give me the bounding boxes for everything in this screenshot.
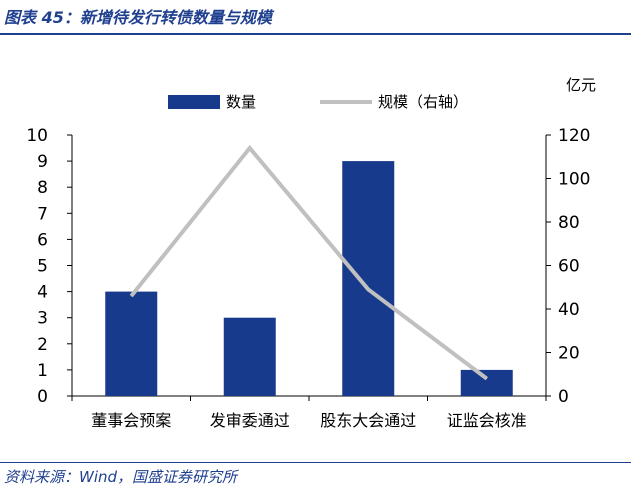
right-axis-tick-label: 120 <box>558 126 590 146</box>
x-axis-category-label: 董事会预案 <box>91 411 171 430</box>
left-axis-tick-label: 8 <box>37 178 48 198</box>
right-axis-unit: 亿元 <box>566 76 596 94</box>
bar <box>460 369 513 396</box>
line-point <box>249 147 251 149</box>
left-axis-tick-label: 5 <box>37 257 48 277</box>
right-axis-tick-label: 40 <box>558 300 580 320</box>
bar <box>223 317 276 396</box>
left-axis-tick-label: 4 <box>37 283 48 303</box>
bar <box>342 161 395 396</box>
left-axis-tick-label: 0 <box>37 387 48 407</box>
x-axis-category-label: 股东大会通过 <box>320 411 416 430</box>
line-series <box>129 144 488 381</box>
left-axis-tick-label: 7 <box>37 204 48 224</box>
chart: 数量 规模（右轴） 亿元 012345678910020406080100120… <box>26 76 596 430</box>
left-axis-tick-label: 3 <box>37 309 48 329</box>
source-divider <box>0 462 631 463</box>
x-axis-category-label: 证监会核准 <box>447 411 527 430</box>
left-axis-tick-label: 1 <box>37 361 48 381</box>
line-point <box>486 378 488 380</box>
left-axis-tick-label: 9 <box>37 152 48 172</box>
right-axis-tick-label: 0 <box>558 387 569 407</box>
figure-title: 图表 45：新增待发行转债数量与规模 <box>4 8 272 27</box>
legend-label-bar: 数量 <box>226 93 256 111</box>
bar <box>105 291 158 396</box>
right-axis-tick-label: 100 <box>558 170 590 190</box>
left-axis-tick-label: 10 <box>26 126 48 146</box>
left-axis-tick-label: 6 <box>37 230 48 250</box>
source-note: 资料来源：Wind，国盛证券研究所 <box>4 468 238 486</box>
title-divider <box>0 33 631 35</box>
left-axis-tick-label: 2 <box>37 335 48 355</box>
x-axis-category-label: 发审委通过 <box>210 411 290 430</box>
right-axis-tick-label: 20 <box>558 344 580 364</box>
legend: 数量 规模（右轴） <box>168 93 468 111</box>
right-axis-tick-label: 80 <box>558 213 580 233</box>
legend-swatch-bar <box>168 95 220 109</box>
line-point <box>130 295 132 297</box>
right-axis-tick-label: 60 <box>558 257 580 277</box>
line-point <box>367 288 369 290</box>
legend-label-line: 规模（右轴） <box>378 93 468 111</box>
